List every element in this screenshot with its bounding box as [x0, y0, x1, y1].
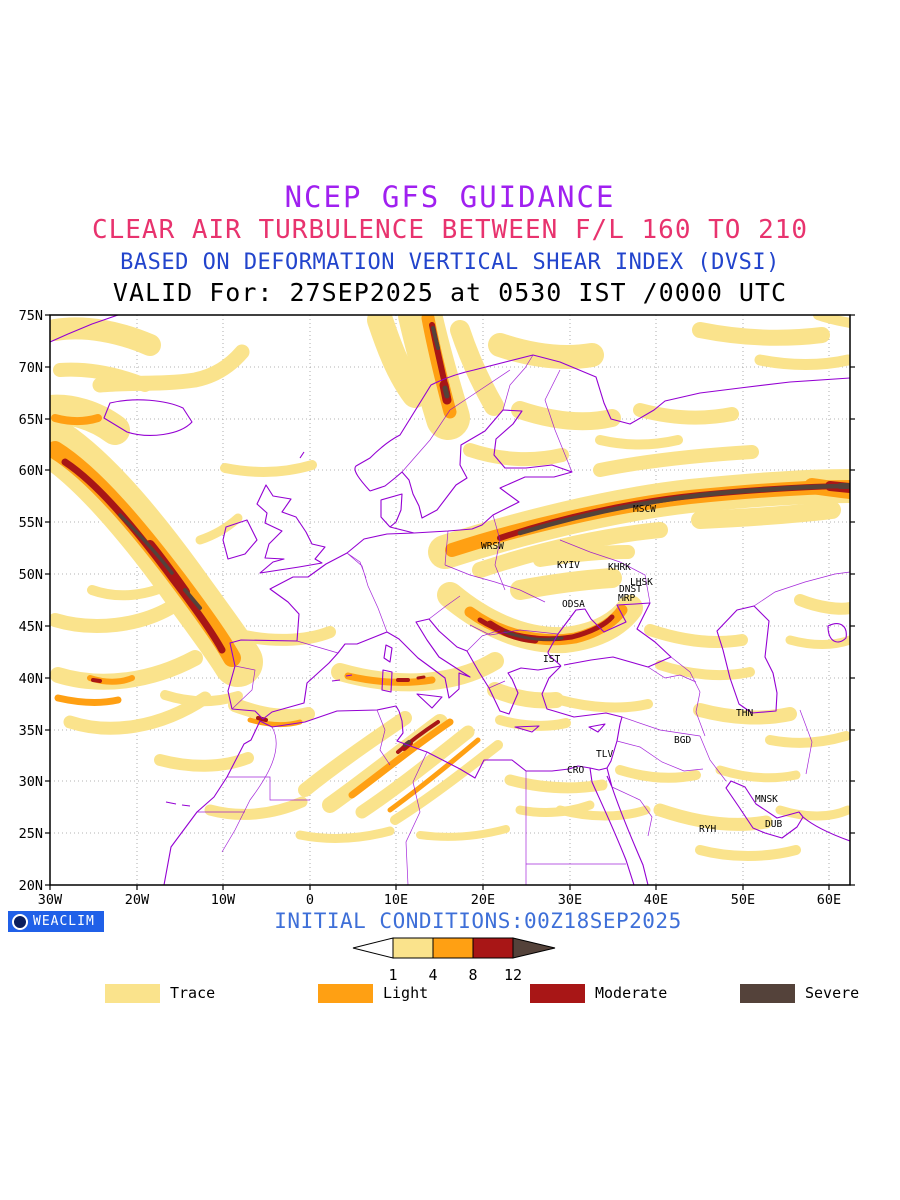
lat-tick-label-55N: 55N	[19, 515, 43, 531]
lon-tick-label-50E: 50E	[731, 892, 755, 908]
legend-label-trace: Trace	[170, 984, 216, 1002]
lat-tick-label-65N: 65N	[19, 412, 43, 428]
lon-tick-label-30W: 30W	[38, 892, 63, 908]
turbulence-shading	[50, 315, 850, 861]
lat-tick-label-50N: 50N	[19, 567, 43, 583]
lat-tick-label-45N: 45N	[19, 619, 43, 635]
city-label-odsa: ODSA	[562, 599, 585, 610]
lon-tick-label-0: 0	[306, 892, 314, 908]
title-model: NCEP GFS GUIDANCE	[284, 180, 616, 214]
city-label-mscw: MSCW	[633, 504, 656, 515]
map-frame	[49, 314, 851, 886]
turbulence-colorbar: 1 4 8 12	[352, 937, 556, 984]
axis-ticks	[45, 314, 855, 890]
colorbar-level-12: 12	[504, 966, 522, 984]
city-label-dnst: DNST	[619, 584, 642, 595]
city-label-wrsw: WRSW	[481, 541, 504, 552]
legend-label-light: Light	[383, 984, 429, 1002]
colorbar-level-1: 1	[388, 966, 397, 984]
title-block: NCEP GFS GUIDANCE CLEAR AIR TURBULENCE B…	[0, 180, 900, 308]
colorbar-right-arrow	[512, 937, 556, 959]
colorbar-segment-trace	[392, 937, 434, 959]
legend-label-severe: Severe	[805, 984, 860, 1002]
city-label-lhsk: LHSK	[630, 577, 653, 588]
legend-swatch-light	[318, 984, 373, 1003]
city-label-tlv: TLV	[596, 749, 613, 760]
legend-swatch-severe	[740, 984, 795, 1003]
city-label-kyiv: KYIV	[557, 560, 580, 571]
legend-label-moderate: Moderate	[595, 984, 668, 1002]
colorbar-left-arrow	[352, 937, 394, 959]
lat-tick-label-20N: 20N	[19, 878, 43, 894]
lat-tick-label-35N: 35N	[19, 723, 43, 739]
city-label-dub: DUB	[765, 819, 782, 830]
lat-tick-label-75N: 75N	[19, 308, 43, 324]
lat-tick-label-30N: 30N	[19, 774, 43, 790]
title-valid: VALID For: 27SEP2025 at 0530 IST /0000 U…	[112, 278, 788, 307]
coastlines	[50, 315, 850, 885]
weaclim-badge[interactable]: WEACLIM	[8, 911, 104, 932]
lat-tick-label-25N: 25N	[19, 826, 43, 842]
legend-swatch-moderate	[530, 984, 585, 1003]
lat-tick-label-60N: 60N	[19, 463, 43, 479]
city-label-mrp: MRP	[618, 593, 635, 604]
title-product: CLEAR AIR TURBULENCE BETWEEN F/L 160 TO …	[91, 215, 809, 245]
lon-tick-label-10W: 10W	[211, 892, 236, 908]
title-method: BASED ON DEFORMATION VERTICAL SHEAR INDE…	[120, 250, 780, 275]
weaclim-label: WEACLIM	[33, 914, 95, 929]
city-label-thn: THN	[736, 708, 753, 719]
city-label-cro: CRO	[567, 765, 584, 776]
init-conditions-text: INITIAL CONDITIONS:00Z18SEP2025	[274, 909, 682, 933]
weaclim-logo-icon	[12, 913, 28, 930]
colorbar-level-4: 4	[428, 966, 437, 984]
lon-tick-label-10E: 10E	[384, 892, 408, 908]
colorbar-segment-moderate	[472, 937, 514, 959]
lat-tick-label-40N: 40N	[19, 671, 43, 687]
lon-tick-label-40E: 40E	[644, 892, 668, 908]
lon-tick-label-30E: 30E	[558, 892, 582, 908]
legend-swatch-trace	[105, 984, 160, 1003]
city-label-ryh: RYH	[699, 824, 716, 835]
city-label-bgd: BGD	[674, 735, 691, 746]
colorbar-segment-light	[432, 937, 474, 959]
city-label-khrk: KHRK	[608, 562, 631, 573]
colorbar-level-8: 8	[468, 966, 477, 984]
lon-tick-label-60E: 60E	[817, 892, 841, 908]
city-label-mnsk: MNSK	[755, 794, 778, 805]
turbulence-legend: Trace Light Moderate Severe	[0, 984, 900, 1006]
lon-tick-label-20E: 20E	[471, 892, 495, 908]
lat-tick-label-70N: 70N	[19, 360, 43, 376]
lon-tick-label-20W: 20W	[125, 892, 150, 908]
city-label-ist: IST	[543, 654, 560, 665]
